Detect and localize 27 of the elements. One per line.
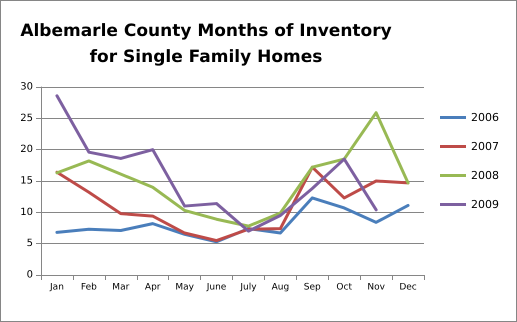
- legend-label: 2008: [471, 169, 500, 182]
- x-tick-label: July: [239, 282, 258, 292]
- legend-label: 2009: [471, 198, 500, 211]
- x-tick-label: Aug: [272, 282, 290, 292]
- y-tick-label: 0: [26, 270, 33, 280]
- legend-label: 2006: [471, 111, 500, 124]
- y-tick-label: 30: [20, 82, 33, 92]
- x-tick-label: Dec: [399, 282, 417, 292]
- x-tick-label: Mar: [112, 282, 130, 292]
- y-tick-label: 5: [26, 238, 33, 250]
- x-tick-label: Oct: [336, 282, 352, 292]
- chart-title: Albemarle County Months of Inventory for Single Family Homes: [20, 21, 392, 67]
- legend-label: 2007: [471, 140, 500, 153]
- y-tick-label: 25: [20, 112, 33, 124]
- x-tick-label: Jan: [49, 282, 64, 292]
- x-tick-label: Nov: [367, 282, 386, 292]
- y-tick-label: 10: [20, 206, 33, 218]
- line-series: [55, 111, 410, 228]
- x-tick-label: Feb: [80, 282, 98, 292]
- y-tick-label: 20: [20, 144, 33, 156]
- y-tick-label: 15: [20, 176, 33, 186]
- x-tick-label: May: [175, 282, 195, 292]
- x-tick-label: Apr: [144, 282, 161, 292]
- x-tick-label: June: [206, 282, 227, 292]
- line-series: [55, 94, 378, 233]
- x-tick-label: Sep: [304, 282, 322, 292]
- line-series: [55, 166, 410, 242]
